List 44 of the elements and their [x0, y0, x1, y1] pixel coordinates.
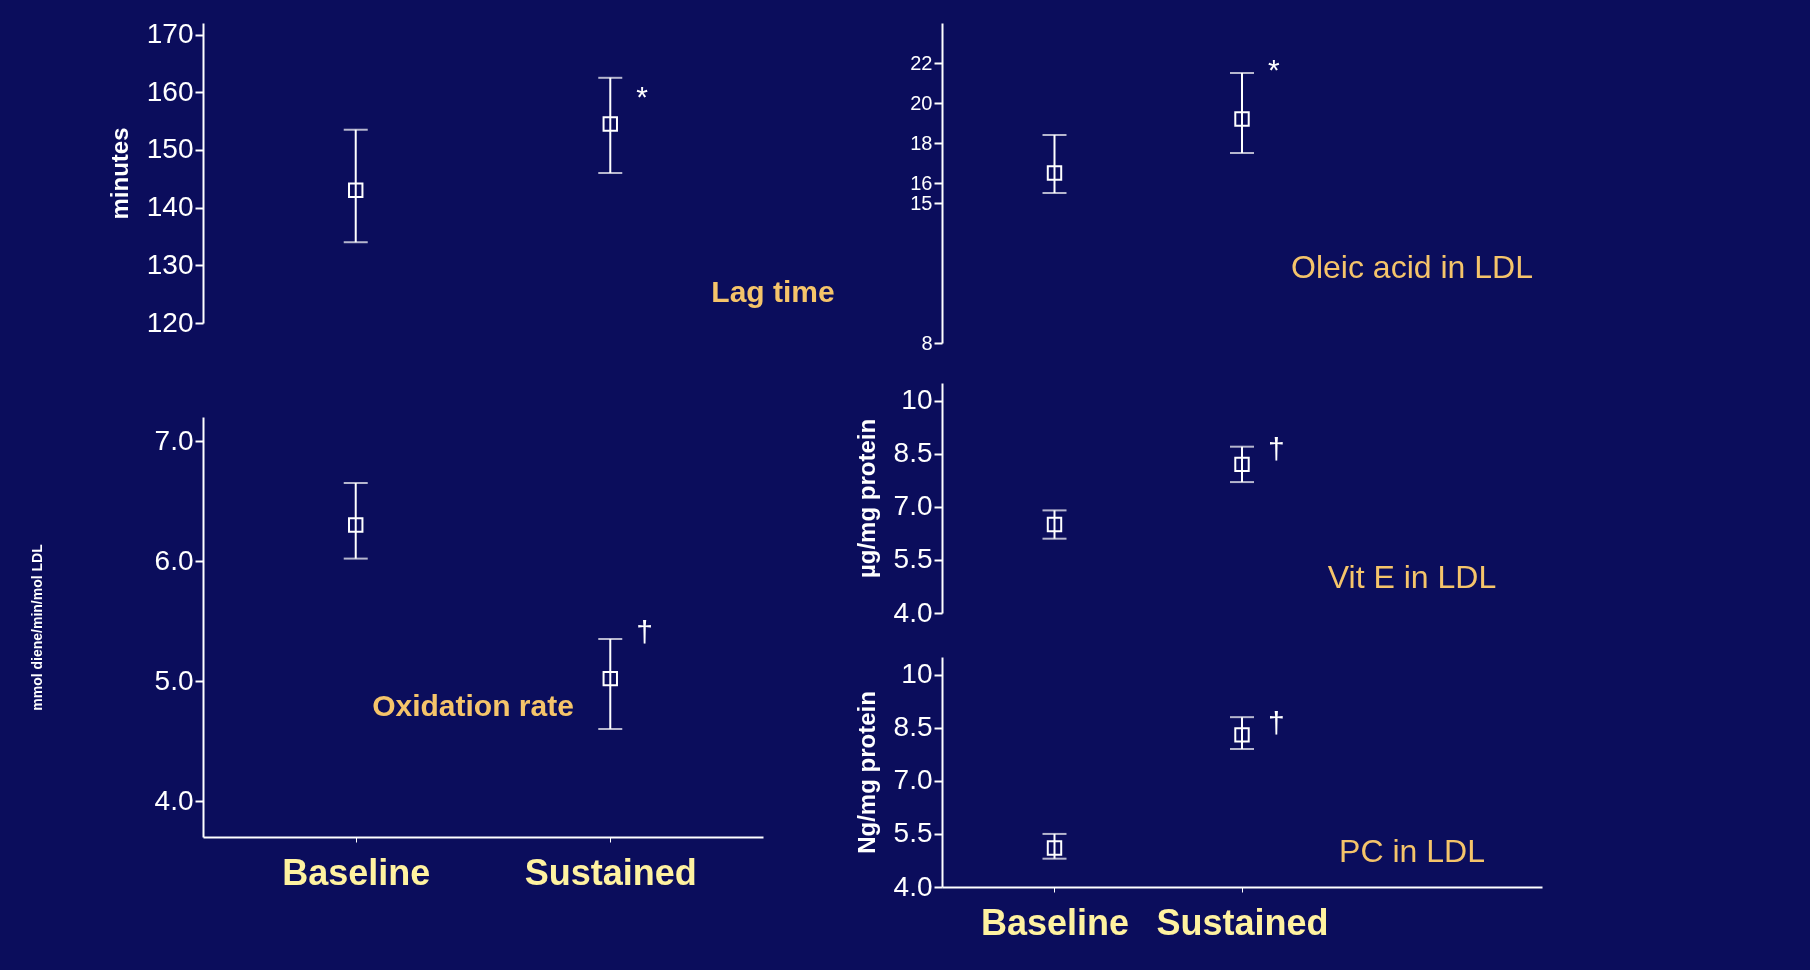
- y-tick-label: 120: [146, 306, 194, 338]
- y-axis-title: Ng/mg protein: [852, 691, 880, 854]
- y-tick-label: 22: [910, 51, 933, 74]
- y-tick-label: 4.0: [893, 870, 933, 902]
- y-tick-label: 5.0: [154, 664, 194, 696]
- y-tick-label: 4.0: [154, 784, 194, 816]
- y-tick-label: 5.5: [893, 817, 933, 849]
- y-axis-title: µg/mg protein: [852, 418, 880, 579]
- y-tick-label: 20: [910, 91, 933, 114]
- y-tick-label: 10: [901, 658, 933, 690]
- y-axis-title: minutes: [105, 127, 133, 220]
- annotation: *: [636, 80, 649, 113]
- y-tick-label: 160: [146, 75, 194, 107]
- text: Vit E in LDL: [1327, 559, 1497, 595]
- y-tick-label: 7.0: [893, 764, 933, 796]
- x-tick-label: Baseline: [282, 851, 431, 893]
- y-tick-label: 7.0: [154, 424, 194, 456]
- y-tick-label: 6.0: [154, 544, 194, 576]
- x-tick-label: Baseline: [980, 901, 1130, 943]
- y-tick-label: 150: [146, 133, 194, 165]
- y-tick-label: 170: [146, 18, 194, 50]
- annotation: †: [1268, 432, 1285, 466]
- text: Lag time: [711, 275, 835, 308]
- y-tick-label: 140: [146, 191, 194, 223]
- y-tick-label: 130: [146, 248, 194, 280]
- text: Oleic acid in LDL: [1291, 249, 1533, 285]
- y-tick-label: 7.0: [893, 490, 933, 522]
- y-tick-label: 10: [901, 384, 933, 416]
- y-tick-label: 15: [910, 191, 933, 214]
- y-tick-label: 5.5: [893, 543, 933, 575]
- annotation: †: [636, 615, 653, 648]
- y-tick-label: 8.5: [893, 711, 933, 743]
- x-tick-label: Sustained: [524, 851, 697, 893]
- x-tick-label: Sustained: [1156, 901, 1329, 943]
- annotation: †: [1268, 706, 1285, 740]
- y-tick-label: 16: [910, 171, 933, 194]
- y-tick-label: 8: [921, 331, 933, 354]
- text: PC in LDL: [1339, 833, 1485, 869]
- y-tick-label: 8.5: [893, 437, 933, 469]
- y-axis-title: mmol diene/min/mol LDL: [28, 543, 45, 711]
- y-tick-label: 18: [910, 131, 933, 154]
- text: Oxidation rate: [372, 689, 574, 722]
- annotation: *: [1268, 53, 1280, 86]
- y-tick-label: 4.0: [893, 596, 933, 628]
